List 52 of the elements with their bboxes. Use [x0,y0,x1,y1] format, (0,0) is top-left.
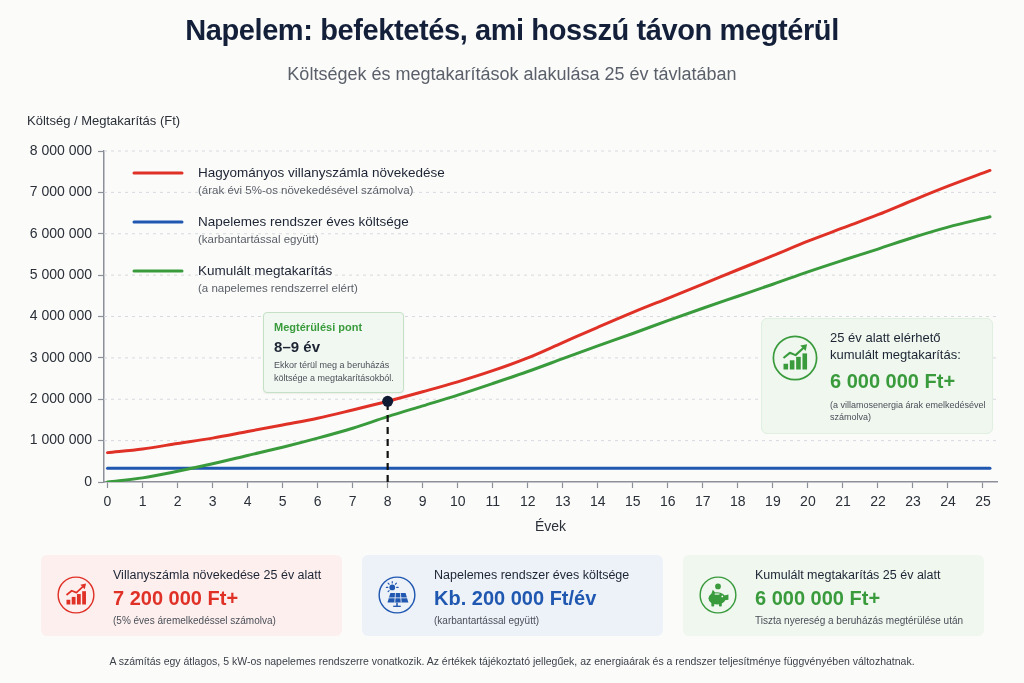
legend-label: Kumulált megtakarítás (a napelemes rendszerrel elért) [198,262,358,295]
x-tick-label: 21 [835,493,851,510]
x-axis-title: Évek [534,518,568,535]
x-tick-label: 22 [870,493,886,510]
y-tick-label: 8 000 000 [29,141,93,158]
x-tick-label: 10 [449,493,466,510]
chart-subtitle: Költségek és megtakarítások alakulása 25 év távlatában [286,64,738,85]
x-tick-label: 6 [313,493,322,510]
info-panel: 25 év alatt elérhető kumulált megtakarítás: 6 000 000 Ft+ (a villamosenergia árak emelkedésével számolva) [761,318,993,434]
x-tick-label: 19 [765,493,781,510]
x-tick-label: 18 [730,493,746,510]
x-tick-label: 5 [278,493,287,510]
line-series [106,215,992,482]
y-tick-label: 5 000 000 [29,265,93,282]
y-tick-label: 4 000 000 [29,307,93,324]
x-tick-label: 15 [625,493,641,510]
y-tick-label: 7 000 000 [29,183,93,200]
y-tick-label: 1 000 000 [29,431,93,448]
legend-label: Napelemes rendszer éves költsége (karbantartással együtt) [198,213,409,246]
x-tick-label: 4 [243,493,252,510]
x-tick-label: 8 [383,493,392,510]
y-tick-label: 0 [84,472,93,489]
x-tick-label: 13 [554,493,571,510]
legend-label: Hagyományos villanyszámla növekedése (árak évi 5%-os növekedésével számolva) [198,164,445,197]
x-tick-label: 2 [173,493,182,510]
annotation: Megtérülési pont 8–9 év Ekkor térül meg a beruházás költsége a megtakarításokból. [274,321,394,386]
x-tick-label: 9 [418,493,427,510]
callout-box: Megtérülési pont 8–9 év Ekkor térül meg a beruházás költsége a megtakarításokból. [263,312,404,394]
chart-title: Napelem: befektetés, ami hosszú távon megtérül [184,14,840,47]
x-tick-label: 25 [975,493,991,510]
text: Napelemes rendszer éves költsége Kb. 200 000 Ft/év (karbantartással együtt) [434,567,630,628]
x-tick-label: 17 [695,493,711,510]
x-tick-label: 12 [519,493,536,510]
x-tick-label: 7 [348,493,357,510]
y-tick-label: 6 000 000 [29,224,93,241]
y-tick-label: 3 000 000 [29,348,93,365]
line-series [106,168,992,455]
x-tick-label: 24 [940,493,956,510]
y-axis-title: Költség / Megtakarítás (Ft) [27,113,181,128]
x-tick-label: 16 [660,493,676,510]
y-tick-label: 2 000 000 [29,390,93,407]
x-tick-label: 1 [138,493,147,510]
x-tick-label: 23 [905,493,921,510]
text: A számítás egy átlagos, 5 kW-os napelemes rendszerre vonatkozik. Az értékek tájékoztató jellegűek, az energiaárak és a rendszer teljesítménye függvényében változhatnak. [108,655,916,667]
x-tick-label: 0 [103,493,112,510]
x-tick-label: 20 [800,493,816,510]
annotation: 25 év alatt elérhető kumulált megtakarítás: 6 000 000 Ft+ (a villamosenergia árak emelkedésével számolva) [830,330,987,424]
text: Villanyszámla növekedése 25 év alatt 7 200 000 Ft+ (5% éves áremelkedéssel számolva) [113,567,322,628]
x-tick-label: 3 [208,493,217,510]
x-tick-label: 11 [485,493,501,510]
text: Kumulált megtakarítás 25 év alatt 6 000 000 Ft+ Tiszta nyereség a beruházás megtérülése után [755,567,964,628]
x-tick-label: 14 [589,493,606,510]
